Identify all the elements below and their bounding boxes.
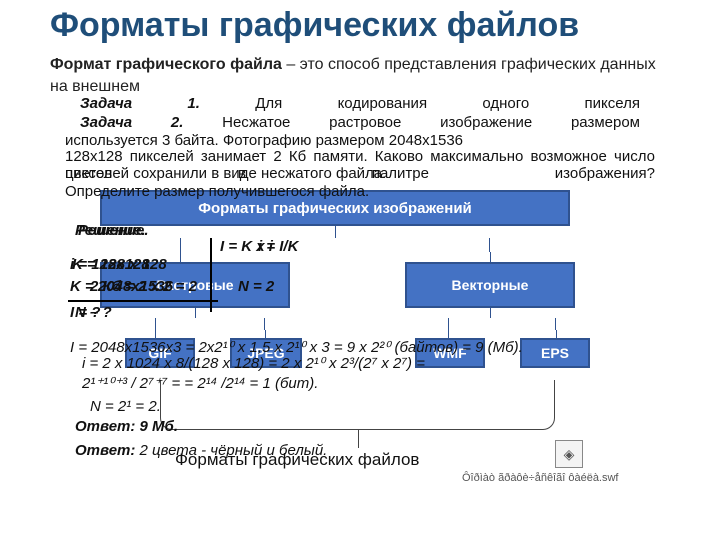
task1-line2c: Определите размер получившегося файла.: [65, 183, 655, 200]
calc3: 2¹⁺¹⁰⁺³ / 2⁷⁺⁷ = = 2¹⁴ /2¹⁴ = 1 (бит).: [82, 374, 662, 392]
task1-line1: Задача 1. Для кодирования одного пикселя: [80, 95, 640, 112]
math-hr: [68, 300, 218, 302]
sol-l1b: K = 128 x 128: [72, 256, 167, 273]
calc4: N = 2¹ = 2.: [90, 398, 161, 415]
ans2-rest: 2 цвета - чёрный и белый.: [135, 442, 327, 459]
solution-label2: Решение.: [78, 222, 149, 239]
slide-text: Формат графического файла – это способ п…: [0, 0, 720, 540]
ans2: Ответ: 2 цвета - чёрный и белый.: [75, 442, 327, 459]
intro-lead: Формат графического файла: [50, 56, 282, 73]
task2-line1: Задача 2. Несжатое растровое изображение…: [80, 114, 640, 131]
ans1: Ответ: 9 Мб.: [75, 418, 178, 435]
task1-label: Задача 1.: [80, 95, 200, 112]
sol-l3b: N – ?: [75, 304, 112, 321]
ans2-lead: Ответ:: [75, 442, 135, 459]
task2-rest: Несжатое растровое изображение размером: [183, 114, 640, 131]
task1-line2b: пикселей сохранили в виде несжатого файл…: [65, 165, 655, 182]
sol-l2b: 2 Кб = 2 х 2 = 2: [90, 278, 197, 295]
task2-label: Задача 2.: [80, 114, 183, 131]
intro-line: Формат графического файла – это способ п…: [50, 54, 670, 97]
formula2: i = I/K: [258, 238, 298, 255]
task1-line2a: используется 3 байта. Фотографию размеро…: [65, 132, 655, 149]
formula3: N = 2: [238, 278, 274, 295]
task1-rest: Для кодирования одного пикселя: [200, 95, 640, 112]
calc2: i = 2 х 1024 х 8/(128 х 128) = 2 х 2¹⁰ х…: [82, 354, 662, 372]
